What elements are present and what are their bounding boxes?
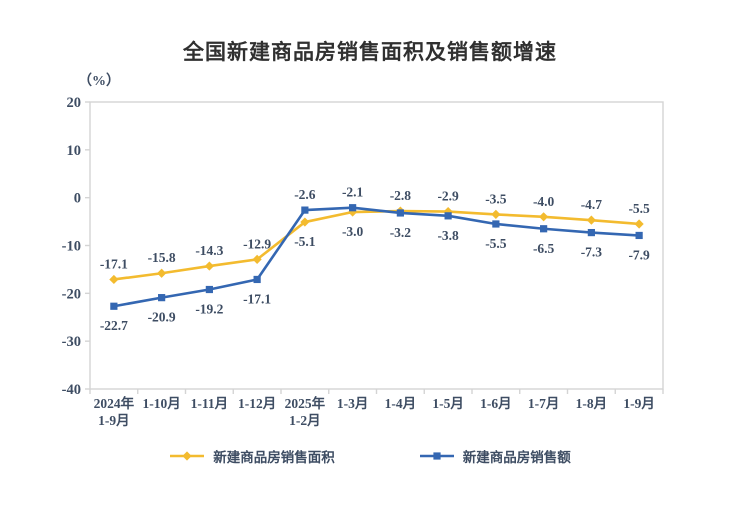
square-marker <box>301 206 309 214</box>
x-axis-tick-label: 1-7月 <box>528 396 560 411</box>
legend-entry: 新建商品房销售面积 <box>169 446 335 466</box>
data-label: -3.0 <box>342 224 364 239</box>
x-axis-tick-label: 2025年 1-2月 <box>285 395 326 428</box>
square-marker <box>110 302 118 310</box>
data-label: -17.1 <box>243 291 271 306</box>
data-label: -3.8 <box>437 228 459 243</box>
x-axis-tick-label: 2024年 1-9月 <box>94 395 135 428</box>
plot-border <box>89 101 664 390</box>
square-marker <box>540 225 548 233</box>
square-marker <box>444 212 452 220</box>
square-marker <box>253 275 261 284</box>
data-label: -17.1 <box>100 256 128 271</box>
data-label: -14.3 <box>195 243 223 258</box>
data-label: -12.9 <box>243 236 271 251</box>
legend-label: 新建商品房销售面积 <box>213 450 335 465</box>
diamond-marker <box>539 212 549 222</box>
x-axis-tick-label: 1-3月 <box>337 396 369 411</box>
legend-entry: 新建商品房销售额 <box>419 446 571 466</box>
x-axis-tick-label: 1-4月 <box>385 396 417 411</box>
square-marker <box>158 294 166 302</box>
series-line <box>112 209 641 281</box>
data-label: -5.1 <box>294 234 316 249</box>
y-axis-tick-label: 0 <box>74 191 81 207</box>
data-label: -2.1 <box>342 185 364 200</box>
square-marker <box>587 228 595 237</box>
x-axis-tick-label: 1-5月 <box>432 396 464 411</box>
x-axis-tick-label: 1-9月 <box>623 396 655 411</box>
data-label: -2.8 <box>390 188 412 203</box>
x-axis-tick-label: 1-12月 <box>238 396 276 411</box>
chart-title: 全国新建商品房销售面积及销售额增速 <box>183 41 557 64</box>
y-axis-unit-label: （%） <box>78 74 120 89</box>
diamond-marker <box>252 254 262 264</box>
data-label: -2.6 <box>294 187 316 202</box>
data-label: -4.0 <box>533 194 555 209</box>
diamond-marker <box>634 219 644 229</box>
data-label: -3.5 <box>485 191 507 206</box>
x-axis-tick-label: 1-6月 <box>480 396 512 411</box>
legend-label: 新建商品房销售额 <box>462 450 571 465</box>
data-label: -20.9 <box>148 310 176 325</box>
data-label: -5.5 <box>628 201 650 216</box>
series-line <box>112 206 641 308</box>
diamond-marker <box>300 217 310 227</box>
diamond-marker <box>491 209 501 220</box>
data-label: -19.2 <box>195 302 223 317</box>
y-axis-tick-label: 20 <box>67 95 82 111</box>
diamond-marker <box>109 274 119 285</box>
data-label: -22.7 <box>100 318 128 333</box>
y-axis-tick-label: -10 <box>62 239 81 255</box>
x-axis-tick-label: 1-11月 <box>191 396 229 411</box>
diamond-marker <box>586 215 596 225</box>
data-label: -3.2 <box>390 225 412 240</box>
data-label: -4.7 <box>581 197 603 212</box>
data-label: -15.8 <box>148 250 176 265</box>
y-axis-tick-label: -30 <box>62 334 81 350</box>
square-marker <box>635 231 643 240</box>
chart-legend: 新建商品房销售面积 新建商品房销售额 <box>0 446 740 466</box>
diamond-marker <box>157 268 167 278</box>
data-label: -2.9 <box>437 189 459 204</box>
legend-line-square-icon <box>419 452 454 460</box>
data-label: -6.5 <box>533 241 555 256</box>
y-axis-tick-label: -20 <box>62 286 81 302</box>
square-marker <box>205 285 213 294</box>
data-label: -7.9 <box>628 247 650 262</box>
y-axis-tick-label: -40 <box>62 382 81 398</box>
y-axis-tick-label: 10 <box>67 143 82 159</box>
x-axis-tick-label: 1-8月 <box>576 396 608 411</box>
square-marker <box>396 209 404 217</box>
square-marker <box>349 204 357 212</box>
square-marker <box>492 220 500 228</box>
x-axis-tick-label: 1-10月 <box>143 396 181 411</box>
legend-line-diamond-icon <box>170 451 205 461</box>
data-label: -5.5 <box>485 236 507 251</box>
data-label: -7.3 <box>581 245 603 260</box>
diamond-marker <box>204 261 214 271</box>
